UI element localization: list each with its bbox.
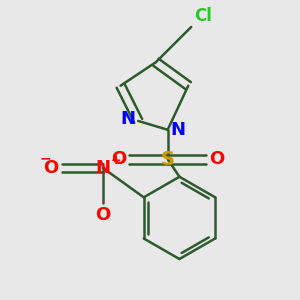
- Text: O: O: [111, 150, 126, 168]
- Text: N: N: [95, 159, 110, 177]
- Text: O: O: [44, 159, 59, 177]
- Text: −: −: [40, 152, 51, 166]
- Text: O: O: [95, 206, 110, 224]
- Text: +: +: [111, 154, 122, 167]
- Text: N: N: [171, 121, 186, 139]
- Text: N: N: [120, 110, 135, 128]
- Text: S: S: [161, 150, 175, 169]
- Text: Cl: Cl: [194, 8, 212, 26]
- Text: O: O: [209, 150, 224, 168]
